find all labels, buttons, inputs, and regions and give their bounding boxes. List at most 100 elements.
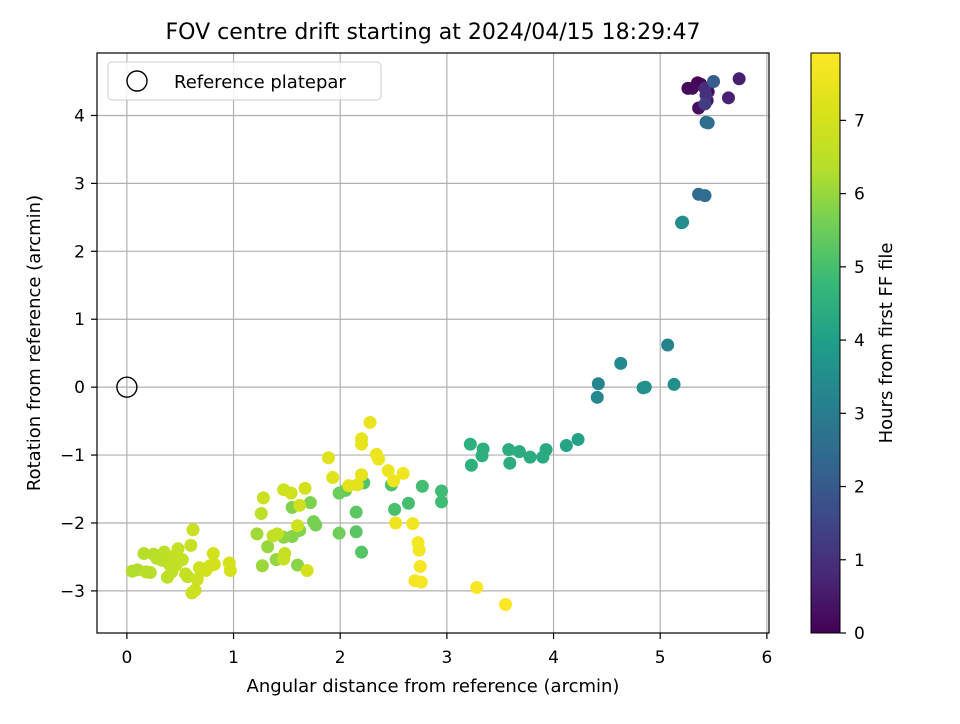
data-point: [685, 81, 699, 95]
data-point: [502, 443, 516, 457]
data-point: [732, 72, 746, 86]
x-tick-label: 6: [761, 648, 772, 668]
data-point: [503, 456, 517, 470]
data-point: [270, 527, 284, 541]
data-point: [661, 338, 675, 352]
data-point: [206, 547, 220, 561]
data-point: [291, 519, 305, 533]
data-point: [536, 450, 550, 464]
legend: Reference platepar: [107, 61, 382, 101]
y-tick-label: −2: [60, 514, 85, 534]
legend-marker-reference: [126, 70, 148, 92]
data-point: [389, 516, 403, 530]
data-point: [559, 439, 573, 453]
data-point: [475, 449, 489, 463]
data-point: [171, 542, 185, 556]
data-point: [523, 450, 537, 464]
data-point: [332, 486, 346, 500]
y-tick-label: −1: [60, 446, 85, 466]
data-point: [363, 415, 377, 429]
reference-platepar-marker: [116, 376, 138, 398]
data-point: [381, 464, 395, 478]
data-point: [571, 432, 585, 446]
grid-lines: [97, 53, 769, 633]
y-tick-label: 2: [74, 242, 85, 262]
y-tick-label: 1: [74, 310, 85, 330]
x-tick-label: 1: [228, 648, 239, 668]
data-point: [250, 527, 264, 541]
data-point: [254, 506, 268, 520]
legend-label-reference: Reference platepar: [174, 72, 346, 93]
x-tick-label: 2: [335, 648, 346, 668]
data-point: [256, 491, 270, 505]
data-point: [223, 564, 237, 578]
data-point: [349, 505, 363, 519]
colorbar-tick-label: 4: [854, 331, 865, 351]
data-point: [293, 498, 307, 512]
x-tick-label: 3: [441, 648, 452, 668]
colorbar: 0 1 2 3 4 5 6 7 Hours from first FF file: [810, 52, 897, 644]
data-point: [415, 479, 429, 493]
colorbar-tick-label: 1: [854, 551, 865, 571]
data-point: [396, 466, 410, 480]
data-point: [406, 517, 420, 531]
data-point: [470, 580, 484, 594]
data-point: [261, 540, 275, 554]
data-point: [291, 558, 305, 572]
data-point: [298, 481, 312, 495]
data-point: [326, 470, 340, 484]
data-point: [184, 538, 198, 552]
y-tick-label: 3: [74, 174, 85, 194]
y-axis-ticks: −3 −2 −1 0 1 2 3 4: [60, 106, 97, 602]
data-point: [300, 564, 314, 578]
y-axis-label: Rotation from reference (arcmin): [24, 195, 45, 491]
colorbar-label: Hours from first FF file: [876, 243, 897, 444]
data-point: [143, 566, 157, 580]
data-points: [125, 72, 746, 611]
data-point: [307, 515, 321, 529]
data-point: [698, 189, 712, 203]
data-point: [372, 452, 386, 466]
colorbar-tick-label: 0: [854, 624, 865, 644]
data-point: [707, 75, 721, 89]
x-axis-ticks: 0 1 2 3 4 5 6: [121, 633, 772, 668]
data-point: [355, 545, 369, 559]
data-point: [413, 559, 427, 573]
data-point: [355, 468, 369, 482]
colorbar-tick-label: 3: [854, 404, 865, 424]
data-point: [186, 523, 200, 537]
data-point: [435, 484, 449, 498]
data-point: [701, 116, 715, 130]
data-point: [388, 502, 402, 516]
data-point: [414, 575, 428, 589]
data-point: [332, 526, 346, 540]
data-point: [190, 572, 204, 586]
data-point: [401, 496, 415, 510]
data-point: [387, 474, 401, 488]
y-tick-label: 4: [74, 106, 85, 126]
colorbar-tick-label: 5: [854, 258, 865, 278]
data-point: [435, 495, 449, 509]
colorbar-tick-label: 6: [854, 185, 865, 205]
y-tick-label: 0: [74, 378, 85, 398]
reference-marker: [116, 376, 138, 398]
data-point: [255, 559, 269, 573]
data-point: [463, 437, 477, 451]
data-point: [277, 552, 291, 566]
data-point: [350, 478, 364, 492]
chart-title: FOV centre drift starting at 2024/04/15 …: [166, 20, 701, 45]
data-point: [207, 557, 221, 571]
data-point: [638, 380, 652, 394]
data-point: [321, 451, 335, 465]
data-point: [412, 543, 426, 557]
data-point: [355, 437, 369, 451]
data-point: [175, 553, 189, 567]
x-tick-label: 4: [548, 648, 559, 668]
legend-box: [107, 61, 382, 101]
data-point: [698, 97, 712, 111]
data-point: [512, 445, 526, 459]
data-point: [614, 356, 628, 370]
x-tick-label: 0: [121, 648, 132, 668]
data-point: [667, 377, 681, 391]
